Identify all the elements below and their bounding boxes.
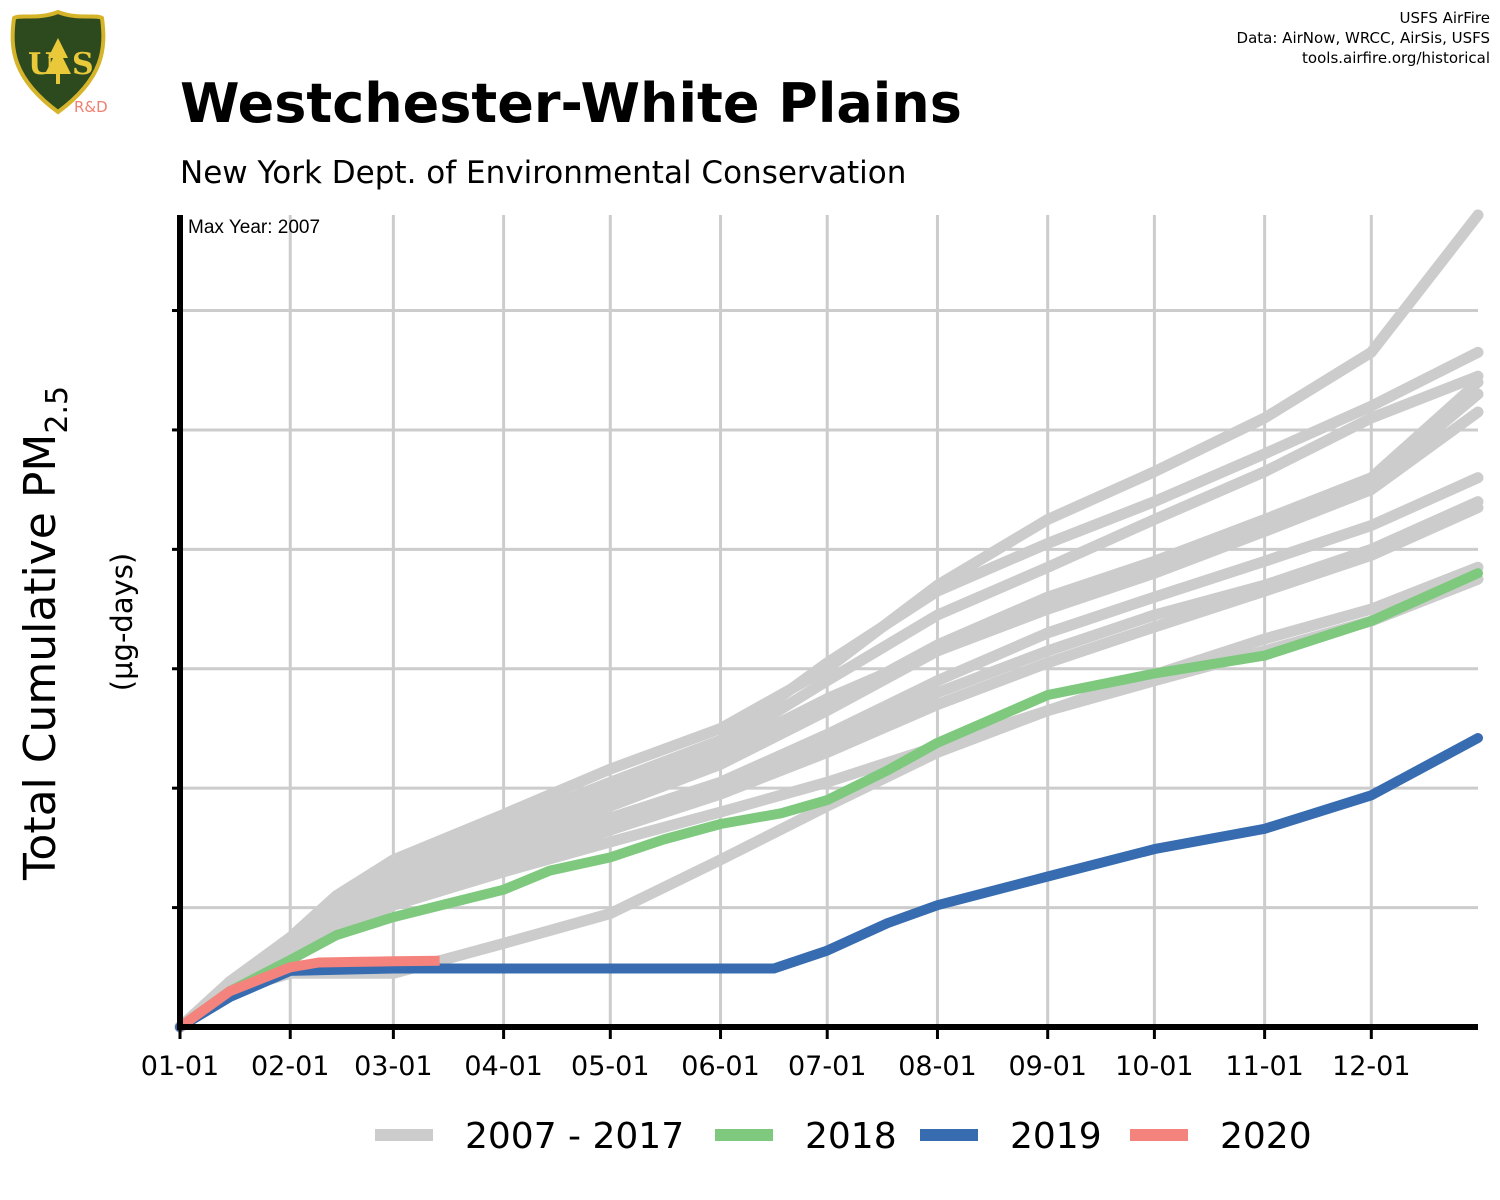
chart-title: Westchester-White Plains xyxy=(180,72,962,135)
x-tick-label: 08-01 xyxy=(898,1051,976,1082)
x-tick-label: 09-01 xyxy=(1008,1051,1086,1082)
y-axis-label: Total Cumulative PM2.5 xyxy=(15,386,75,881)
x-tick-label: 11-01 xyxy=(1225,1051,1303,1082)
chart-subtitle: New York Dept. of Environmental Conserva… xyxy=(180,155,907,191)
x-tick-label: 05-01 xyxy=(571,1051,649,1082)
legend-label: 2020 xyxy=(1220,1116,1312,1157)
y-axis-label-subscript: 2.5 xyxy=(40,386,75,434)
legend-label: 2019 xyxy=(1010,1116,1102,1157)
axis-layer: 01-01 02-01 03-01 04-01 05-01 06-01 07-01 08-01… xyxy=(15,215,1478,1082)
series-line-2018 xyxy=(175,568,1483,1032)
x-tick-label: 02-01 xyxy=(251,1051,329,1082)
series-line-historic xyxy=(174,209,1484,1033)
x-tick-label: 01-01 xyxy=(141,1051,219,1082)
credits: USFS AirFire Data: AirNow, WRCC, AirSis,… xyxy=(1237,8,1490,68)
x-tick-label: 04-01 xyxy=(464,1051,542,1082)
x-tick-label: 10-01 xyxy=(1115,1051,1193,1082)
x-tick-label: 12-01 xyxy=(1332,1051,1410,1082)
rd-label: R&D xyxy=(74,98,108,116)
x-tick-label: 06-01 xyxy=(681,1051,759,1082)
credit-line: Data: AirNow, WRCC, AirSis, USFS xyxy=(1236,29,1490,47)
credit-line: tools.airfire.org/historical xyxy=(1302,49,1490,67)
series-line-historic xyxy=(174,406,1484,1033)
credit-line: USFS AirFire xyxy=(1399,9,1490,27)
max-year-annotation: Max Year: 2007 xyxy=(188,217,320,238)
y-axis-units: (µg-days) xyxy=(105,553,139,691)
legend-label: 2007 - 2017 xyxy=(465,1116,684,1157)
legend-label: 2018 xyxy=(805,1116,897,1157)
series-line-2020 xyxy=(177,955,440,1032)
svg-text:S: S xyxy=(72,47,94,82)
x-tick-label: 03-01 xyxy=(354,1051,432,1082)
usfs-logo: U S xyxy=(8,8,108,118)
x-tick-label: 07-01 xyxy=(788,1051,866,1082)
series-line-2019 xyxy=(175,733,1483,1032)
legend-layer: 2007 - 2017 2018 2019 2020 xyxy=(375,1116,1312,1157)
series-layer xyxy=(174,209,1484,1033)
